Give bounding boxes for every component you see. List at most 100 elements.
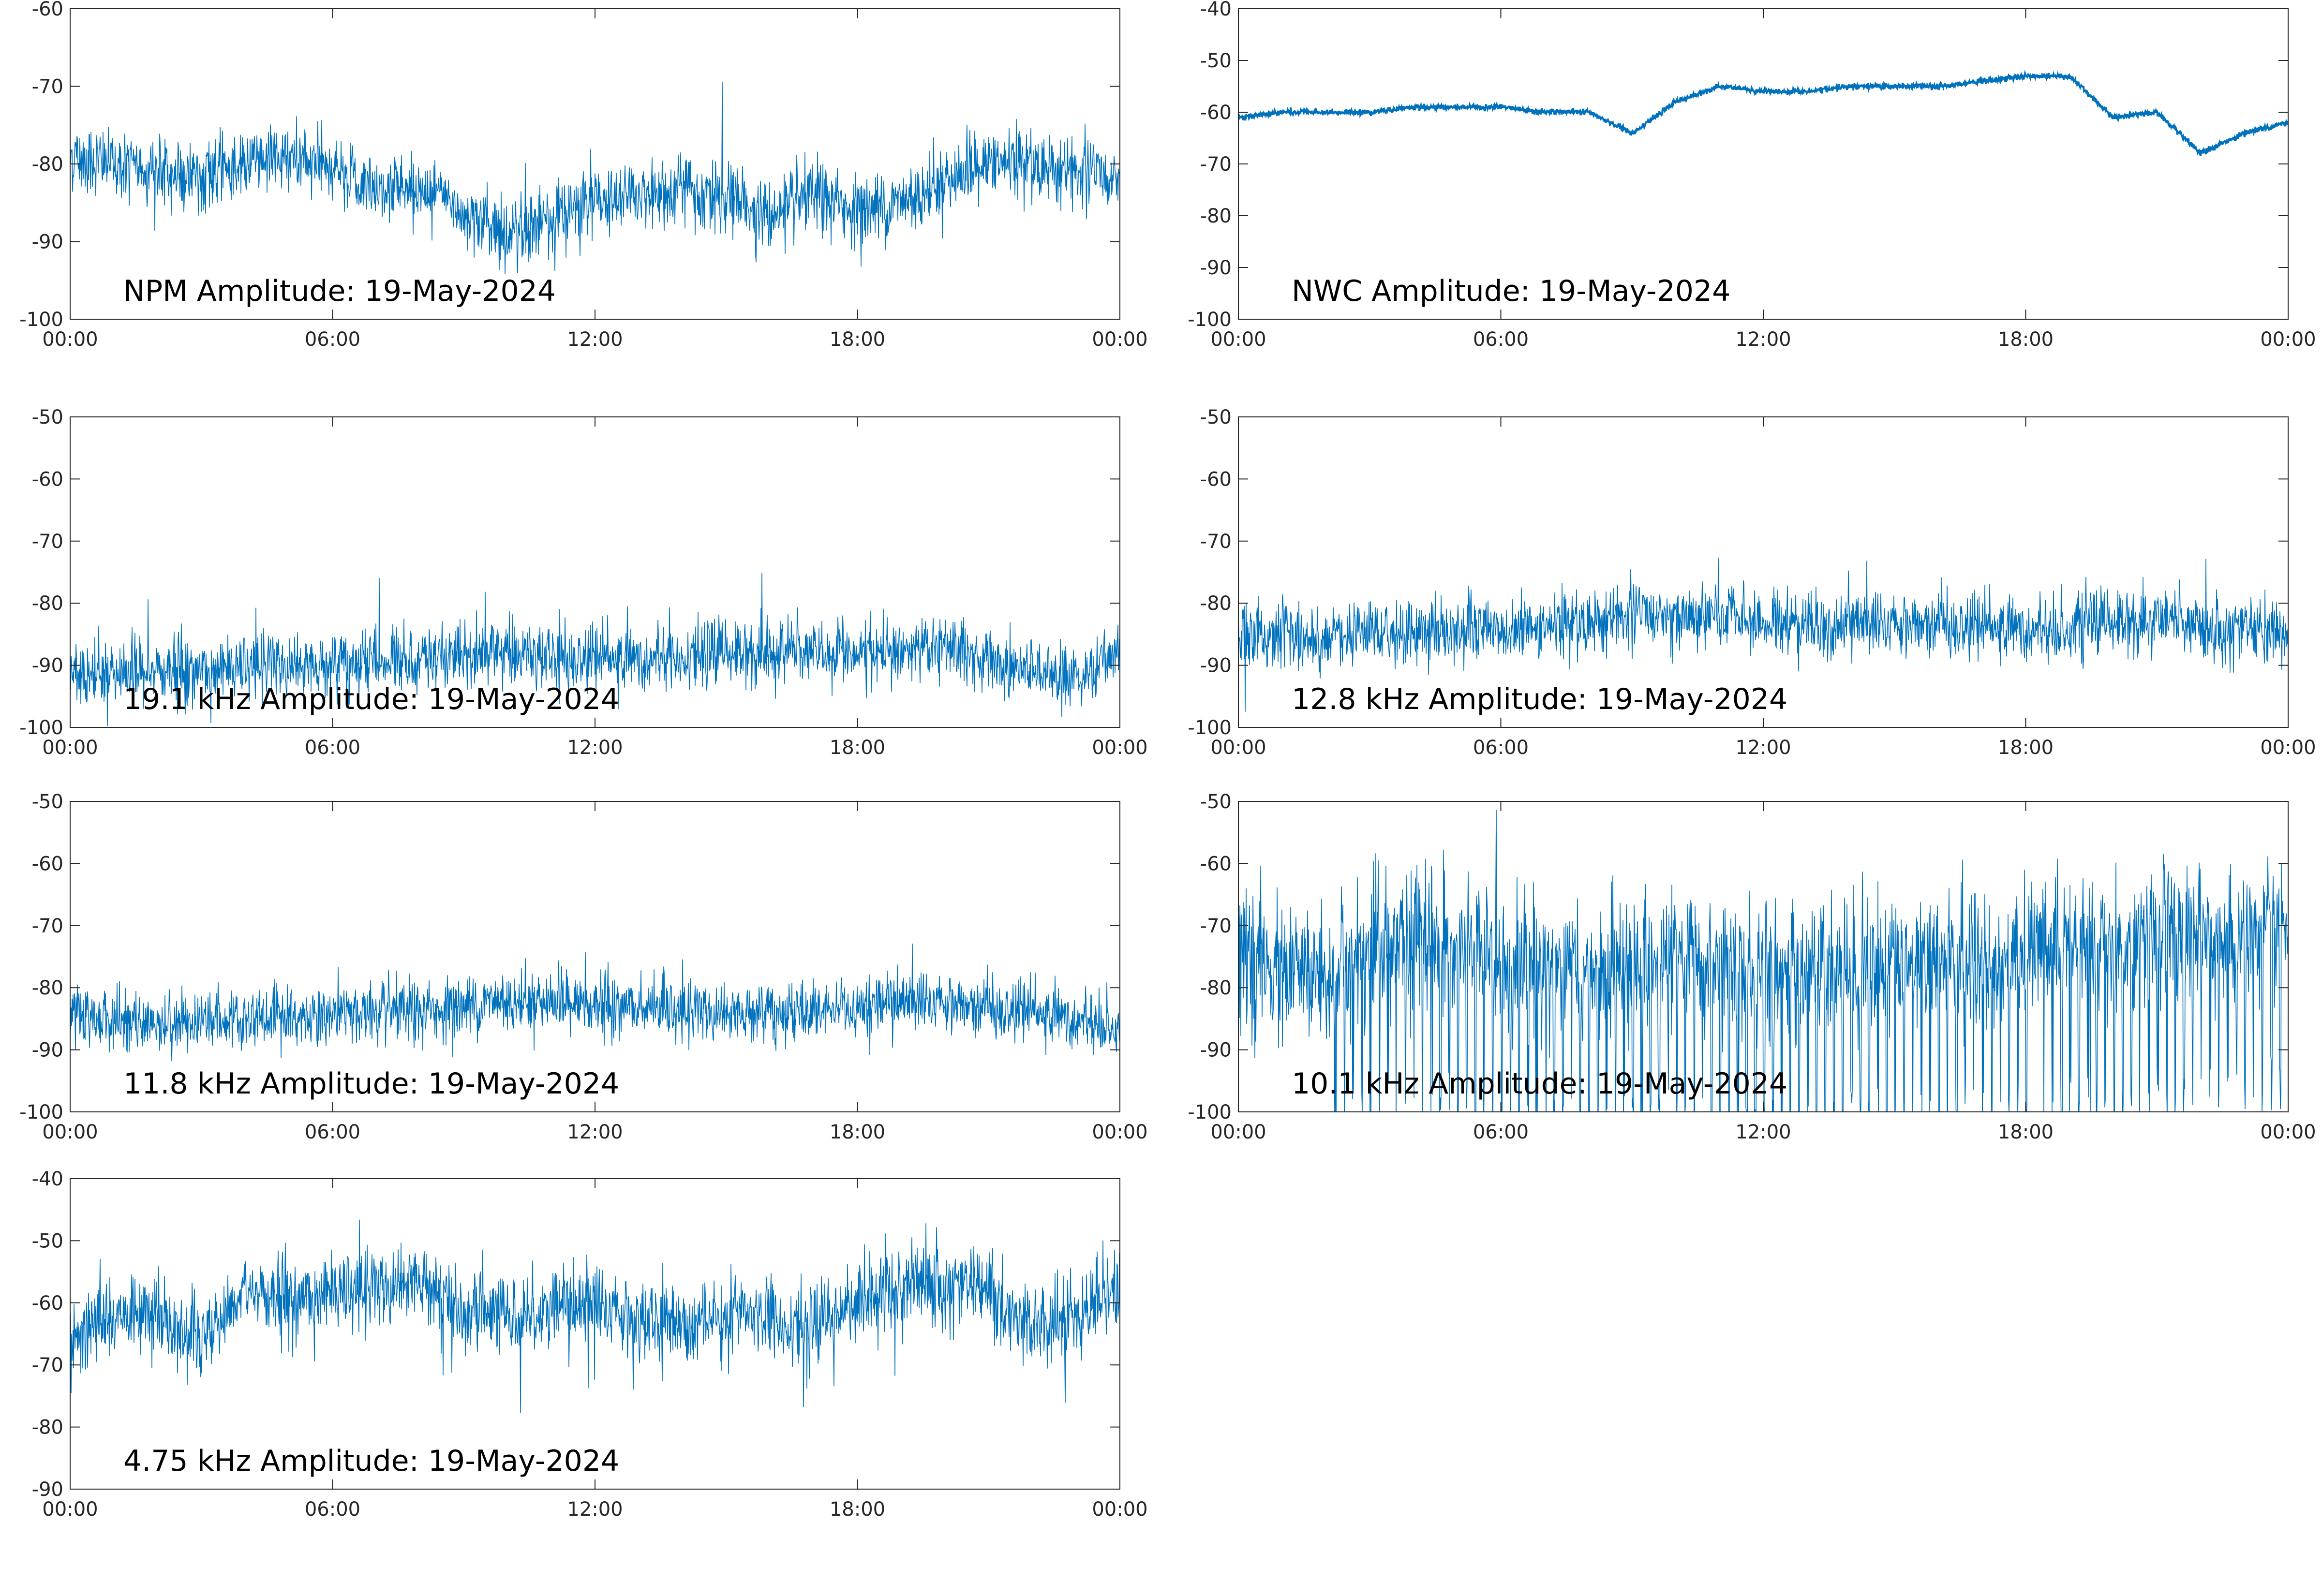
x-tick-label: 00:00 <box>1092 1121 1147 1143</box>
x-tick-label: 06:00 <box>305 737 360 759</box>
x-tick-label: 00:00 <box>1092 1498 1147 1521</box>
x-tick-label: 18:00 <box>830 737 885 759</box>
x-tick-label: 00:00 <box>1210 328 1266 351</box>
x-tick-label: 00:00 <box>42 737 98 759</box>
x-tick-label: 12:00 <box>1735 737 1791 759</box>
x-tick-label: 18:00 <box>1998 1121 2054 1143</box>
y-tick-label: -80 <box>32 153 63 176</box>
panel-title: 19.1 kHz Amplitude: 19-May-2024 <box>123 682 619 716</box>
y-tick-label: -60 <box>32 468 63 490</box>
series-line <box>70 81 1120 274</box>
y-tick-label: -90 <box>32 1478 63 1501</box>
x-tick-label: 12:00 <box>1735 328 1791 351</box>
panel-title: NPM Amplitude: 19-May-2024 <box>123 274 556 308</box>
y-tick-label: -50 <box>32 1230 63 1252</box>
panel-title: NWC Amplitude: 19-May-2024 <box>1292 274 1730 308</box>
series-line <box>70 572 1120 726</box>
y-tick-label: -100 <box>1188 1101 1232 1123</box>
y-tick-label: -50 <box>32 791 63 813</box>
x-tick-label: 06:00 <box>1473 737 1529 759</box>
x-tick-label: 00:00 <box>1210 737 1266 759</box>
panel-title: 12.8 kHz Amplitude: 19-May-2024 <box>1292 682 1787 716</box>
x-tick-label: 00:00 <box>2260 328 2316 351</box>
x-tick-label: 06:00 <box>305 1498 360 1521</box>
y-tick-label: -50 <box>1200 406 1232 429</box>
y-tick-label: -90 <box>32 655 63 677</box>
y-tick-label: -80 <box>1200 592 1232 615</box>
y-tick-label: -80 <box>1200 977 1232 999</box>
x-tick-label: 06:00 <box>305 328 360 351</box>
y-tick-label: -70 <box>32 1354 63 1376</box>
y-tick-label: -100 <box>19 717 63 739</box>
x-tick-label: 18:00 <box>830 1498 885 1521</box>
x-tick-label: 00:00 <box>42 1121 98 1143</box>
y-tick-label: -100 <box>1188 309 1232 331</box>
series-line <box>1238 558 2288 712</box>
series-line <box>1238 810 2288 1112</box>
y-tick-label: -50 <box>32 406 63 429</box>
y-tick-label: -70 <box>32 531 63 553</box>
x-tick-label: 00:00 <box>2260 1121 2316 1143</box>
y-tick-label: -90 <box>32 231 63 253</box>
x-tick-label: 12:00 <box>567 1121 623 1143</box>
y-tick-label: -50 <box>1200 791 1232 813</box>
y-tick-label: -60 <box>1200 853 1232 875</box>
y-tick-label: -60 <box>32 1292 63 1315</box>
y-tick-label: -70 <box>1200 153 1232 176</box>
x-tick-label: 00:00 <box>1092 737 1147 759</box>
y-tick-label: -90 <box>1200 257 1232 279</box>
x-tick-label: 06:00 <box>1473 1121 1529 1143</box>
y-tick-label: -100 <box>19 1101 63 1123</box>
x-tick-label: 00:00 <box>2260 737 2316 759</box>
x-tick-label: 00:00 <box>42 1498 98 1521</box>
y-tick-label: -40 <box>32 1168 63 1190</box>
x-tick-label: 00:00 <box>1092 328 1147 351</box>
y-tick-label: -80 <box>32 592 63 615</box>
series-line <box>1238 70 2288 156</box>
y-tick-label: -40 <box>1200 0 1232 20</box>
x-tick-label: 12:00 <box>567 737 623 759</box>
y-tick-label: -80 <box>1200 205 1232 227</box>
x-tick-label: 18:00 <box>830 328 885 351</box>
panel-title: 10.1 kHz Amplitude: 19-May-2024 <box>1292 1067 1787 1101</box>
panel-title: 4.75 kHz Amplitude: 19-May-2024 <box>123 1444 619 1478</box>
x-tick-label: 18:00 <box>1998 737 2054 759</box>
x-tick-label: 12:00 <box>1735 1121 1791 1143</box>
y-tick-label: -70 <box>32 76 63 98</box>
x-tick-label: 18:00 <box>1998 328 2054 351</box>
y-tick-label: -70 <box>1200 915 1232 937</box>
y-tick-label: -50 <box>1200 50 1232 72</box>
y-tick-label: -90 <box>1200 1039 1232 1062</box>
y-tick-label: -80 <box>32 977 63 999</box>
x-tick-label: 06:00 <box>305 1121 360 1143</box>
series-line <box>70 1219 1120 1413</box>
y-tick-label: -60 <box>1200 468 1232 490</box>
y-tick-label: -60 <box>32 0 63 20</box>
x-tick-label: 00:00 <box>42 328 98 351</box>
x-tick-label: 12:00 <box>567 328 623 351</box>
y-tick-label: -90 <box>32 1039 63 1062</box>
series-line <box>70 944 1120 1061</box>
y-tick-label: -70 <box>32 915 63 937</box>
y-tick-label: -100 <box>19 309 63 331</box>
y-tick-label: -60 <box>1200 102 1232 124</box>
x-tick-label: 00:00 <box>1210 1121 1266 1143</box>
x-tick-label: 18:00 <box>830 1121 885 1143</box>
y-tick-label: -80 <box>32 1417 63 1439</box>
y-tick-label: -100 <box>1188 717 1232 739</box>
y-tick-label: -70 <box>1200 531 1232 553</box>
x-tick-label: 06:00 <box>1473 328 1529 351</box>
x-tick-label: 12:00 <box>567 1498 623 1521</box>
y-tick-label: -60 <box>32 853 63 875</box>
y-tick-label: -90 <box>1200 655 1232 677</box>
panel-title: 11.8 kHz Amplitude: 19-May-2024 <box>123 1067 619 1101</box>
